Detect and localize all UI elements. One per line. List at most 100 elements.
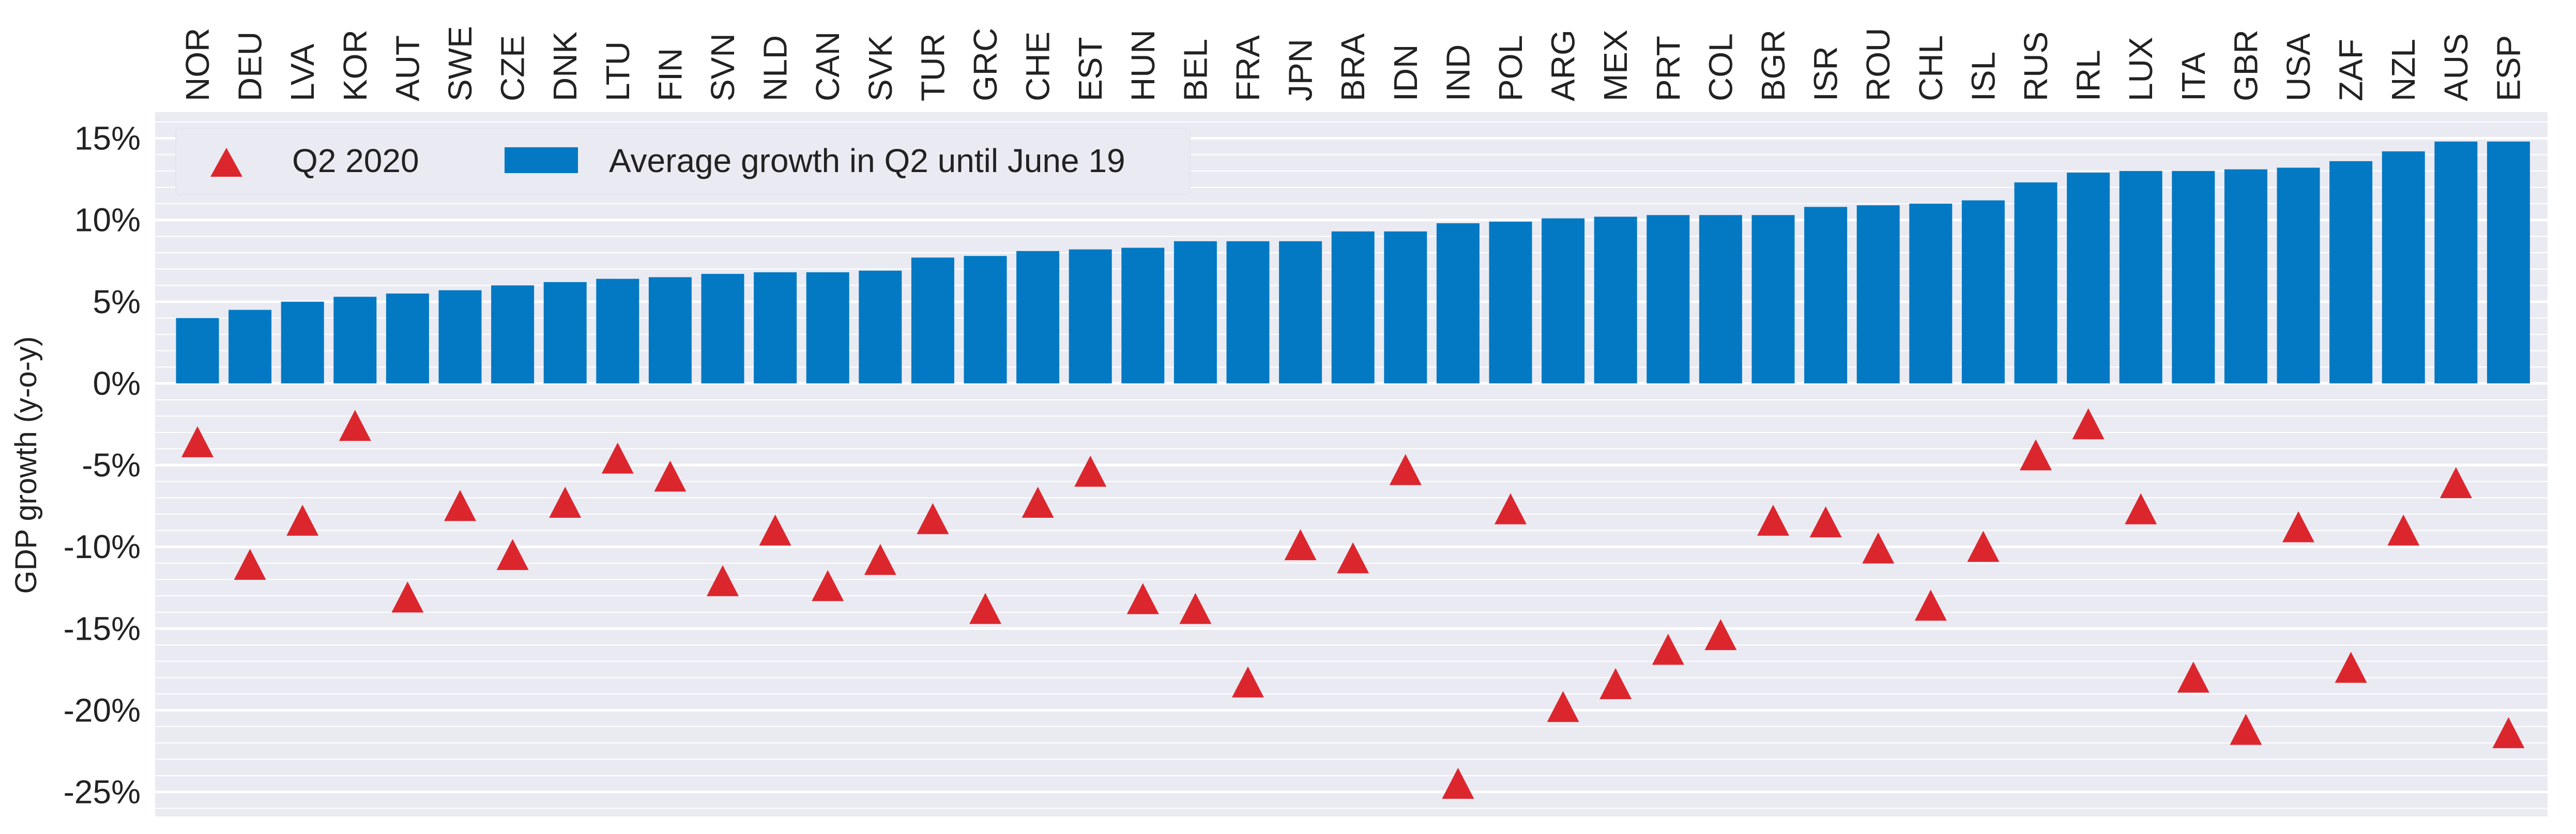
x-tick-label: COL [1702, 33, 1739, 101]
bar [386, 294, 429, 383]
bar [1069, 249, 1112, 383]
bar [1436, 223, 1480, 383]
bar [754, 272, 797, 383]
triangle-marker [1337, 542, 1369, 574]
triangle-marker [1074, 455, 1107, 487]
triangle-marker [2230, 714, 2262, 745]
triangle-marker [2072, 408, 2105, 440]
legend: Q2 2020 Average growth in Q2 until June … [175, 128, 1191, 195]
x-tick-label: BGR [1755, 29, 1792, 101]
triangle-marker [2492, 717, 2525, 748]
triangle-marker [1809, 506, 1842, 537]
bar [2224, 169, 2267, 383]
triangle-marker [969, 593, 1001, 624]
x-tick-label: HUN [1124, 29, 1162, 101]
x-tick-label: CAN [809, 32, 846, 101]
x-tick-label: LVA [284, 43, 321, 101]
x-tick-label: NLD [757, 35, 794, 101]
bar [333, 297, 377, 383]
bar [1647, 215, 1690, 383]
x-tick-label: JPN [1282, 39, 1319, 101]
bar [1173, 241, 1217, 383]
x-tick-label: ROU [1859, 28, 1897, 101]
triangle-marker [1232, 666, 1264, 698]
bar [911, 257, 954, 383]
y-tick-label: -20% [64, 691, 141, 729]
x-tick-label: EST [1072, 37, 1109, 101]
triangle-marker [1547, 691, 1579, 722]
y-tick-label: 5% [93, 283, 141, 320]
triangle-marker [1967, 531, 2000, 562]
triangle-marker [1495, 493, 1527, 524]
x-tick-label: TUR [914, 33, 951, 101]
x-tick-label: POL [1492, 35, 1529, 101]
bar [438, 290, 482, 383]
bar [2329, 161, 2373, 383]
triangle-marker [2335, 652, 2367, 683]
bar [1961, 200, 2005, 383]
triangle-marker [1599, 668, 1632, 699]
bar [2067, 173, 2110, 383]
bar [859, 270, 902, 383]
x-tick-label: PRT [1650, 36, 1687, 101]
x-tick-label: GRC [967, 28, 1004, 101]
y-tick-label: -15% [64, 610, 141, 647]
bar [2172, 171, 2215, 383]
triangle-marker [2282, 511, 2314, 543]
bar [2119, 171, 2162, 383]
x-tick-label: ISL [1964, 52, 2002, 101]
y-tick-label: -25% [64, 774, 141, 811]
x-tick-label: KOR [337, 29, 374, 101]
bar [1489, 221, 1532, 383]
bar [1594, 217, 1637, 383]
bar [1804, 207, 1848, 383]
bar [1699, 215, 1742, 383]
triangle-marker [1179, 593, 1212, 624]
triangle-marker [1389, 454, 1422, 485]
legend-label-average-growth: Average growth in Q2 until June 19 [609, 142, 1125, 179]
bar [491, 285, 535, 383]
bar [2434, 141, 2478, 383]
triangle-marker [2125, 493, 2157, 524]
bar [543, 282, 587, 383]
bar [806, 272, 849, 383]
x-tick-label: LUX [2122, 37, 2159, 102]
legend-triangle-icon [210, 148, 242, 177]
bar [1121, 248, 1165, 383]
triangle-marker [2177, 661, 2209, 693]
triangle-marker [1652, 634, 1684, 665]
bar [1279, 241, 1322, 383]
x-tick-label: SVK [862, 35, 899, 101]
x-tick-label: RUS [2017, 32, 2054, 101]
triangle-marker [1757, 504, 1789, 536]
x-tick-label: CZE [494, 35, 531, 101]
y-axis-label: GDP growth (y-o-y) [9, 336, 43, 594]
x-tick-label: GBR [2227, 29, 2264, 101]
bar [1542, 218, 1585, 383]
triangle-marker [759, 514, 791, 546]
triangle-marker [286, 504, 319, 536]
y-tick-label: -10% [64, 528, 141, 565]
bar [2382, 151, 2425, 383]
bar [701, 274, 744, 383]
triangle-marker [1126, 583, 1159, 614]
triangle-marker [2387, 514, 2420, 546]
x-tick-label: ITA [2175, 52, 2212, 101]
triangle-marker [1284, 529, 1317, 561]
triangle-marker [391, 581, 424, 613]
x-tick-label: USA [2280, 33, 2317, 101]
bar [1384, 231, 1427, 383]
triangle-marker [234, 549, 266, 580]
bar [281, 301, 324, 383]
legend-bar-swatch [505, 147, 578, 173]
bar [1016, 251, 1060, 383]
x-axis-tick-labels: NOR DEU LVA KOR AUT SWE CZE DNK LTU FIN SVN NLD CAN S… [179, 26, 2527, 101]
bar [1331, 231, 1375, 383]
x-tick-label: SWE [441, 26, 479, 101]
triangle-marker [864, 544, 896, 575]
triangle-marker [1704, 619, 1737, 651]
bar [228, 310, 272, 383]
bar [648, 277, 692, 383]
bar [2014, 182, 2057, 383]
